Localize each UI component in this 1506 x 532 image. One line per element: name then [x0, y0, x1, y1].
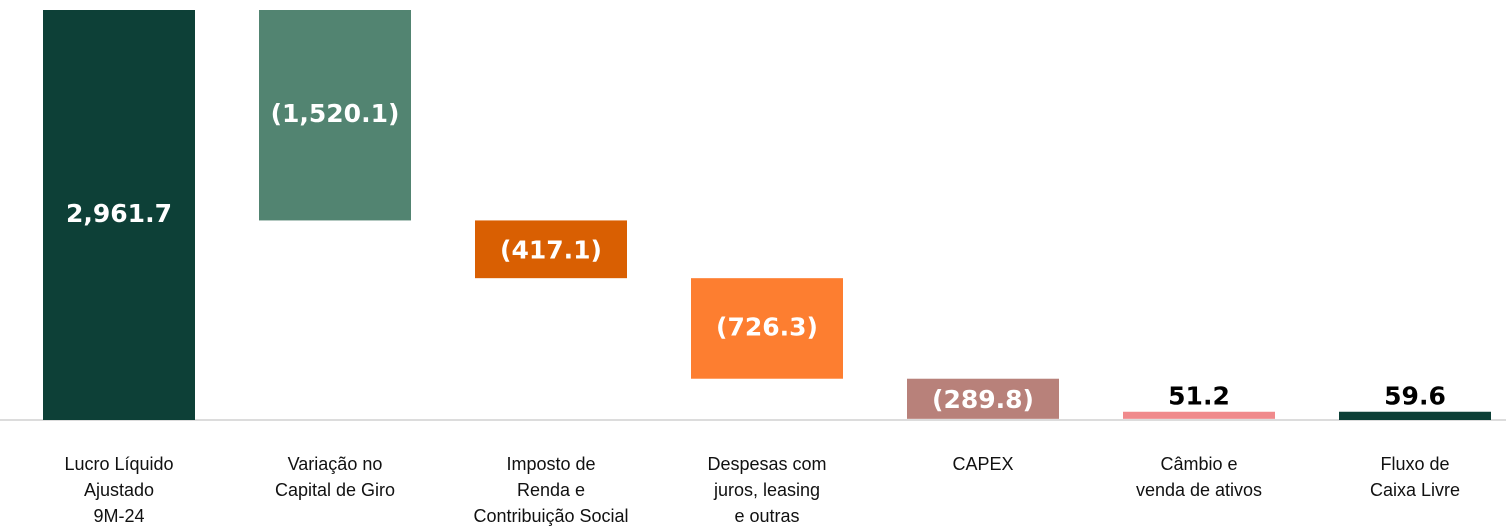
bar: [475, 220, 627, 279]
x-tick-label: Contribuição Social: [473, 506, 628, 526]
x-tick-label: Caixa Livre: [1370, 480, 1460, 500]
x-tick-label: e outras: [734, 506, 799, 526]
value-label: (726.3): [716, 312, 818, 341]
value-label: 59.6: [1384, 382, 1446, 411]
x-tick-label: juros, leasing: [713, 480, 820, 500]
value-label: (1,520.1): [271, 99, 400, 128]
bar: [259, 10, 411, 221]
x-tick-label: Imposto de: [506, 454, 595, 474]
x-tick-label: Capital de Giro: [275, 480, 395, 500]
x-tick-label: Despesas com: [707, 454, 826, 474]
bar: [691, 278, 843, 379]
x-tick-label: Variação no: [288, 454, 383, 474]
value-label: 2,961.7: [66, 199, 172, 228]
value-label: 51.2: [1168, 382, 1230, 411]
bar: [43, 10, 195, 420]
x-tick-label: venda de ativos: [1136, 480, 1262, 500]
x-tick-label: Fluxo de: [1380, 454, 1449, 474]
x-tick-label: Câmbio e: [1160, 454, 1237, 474]
x-tick-label: Renda e: [517, 480, 585, 500]
bar: [1339, 411, 1491, 420]
x-tick-label: 9M-24: [93, 506, 144, 526]
x-tick-label: CAPEX: [952, 454, 1013, 474]
value-label: (417.1): [500, 235, 602, 264]
x-tick-label: Ajustado: [84, 480, 154, 500]
value-label: (289.8): [932, 385, 1034, 414]
bar: [907, 378, 1059, 419]
bar: [1123, 411, 1275, 419]
x-tick-label: Lucro Líquido: [64, 454, 173, 474]
